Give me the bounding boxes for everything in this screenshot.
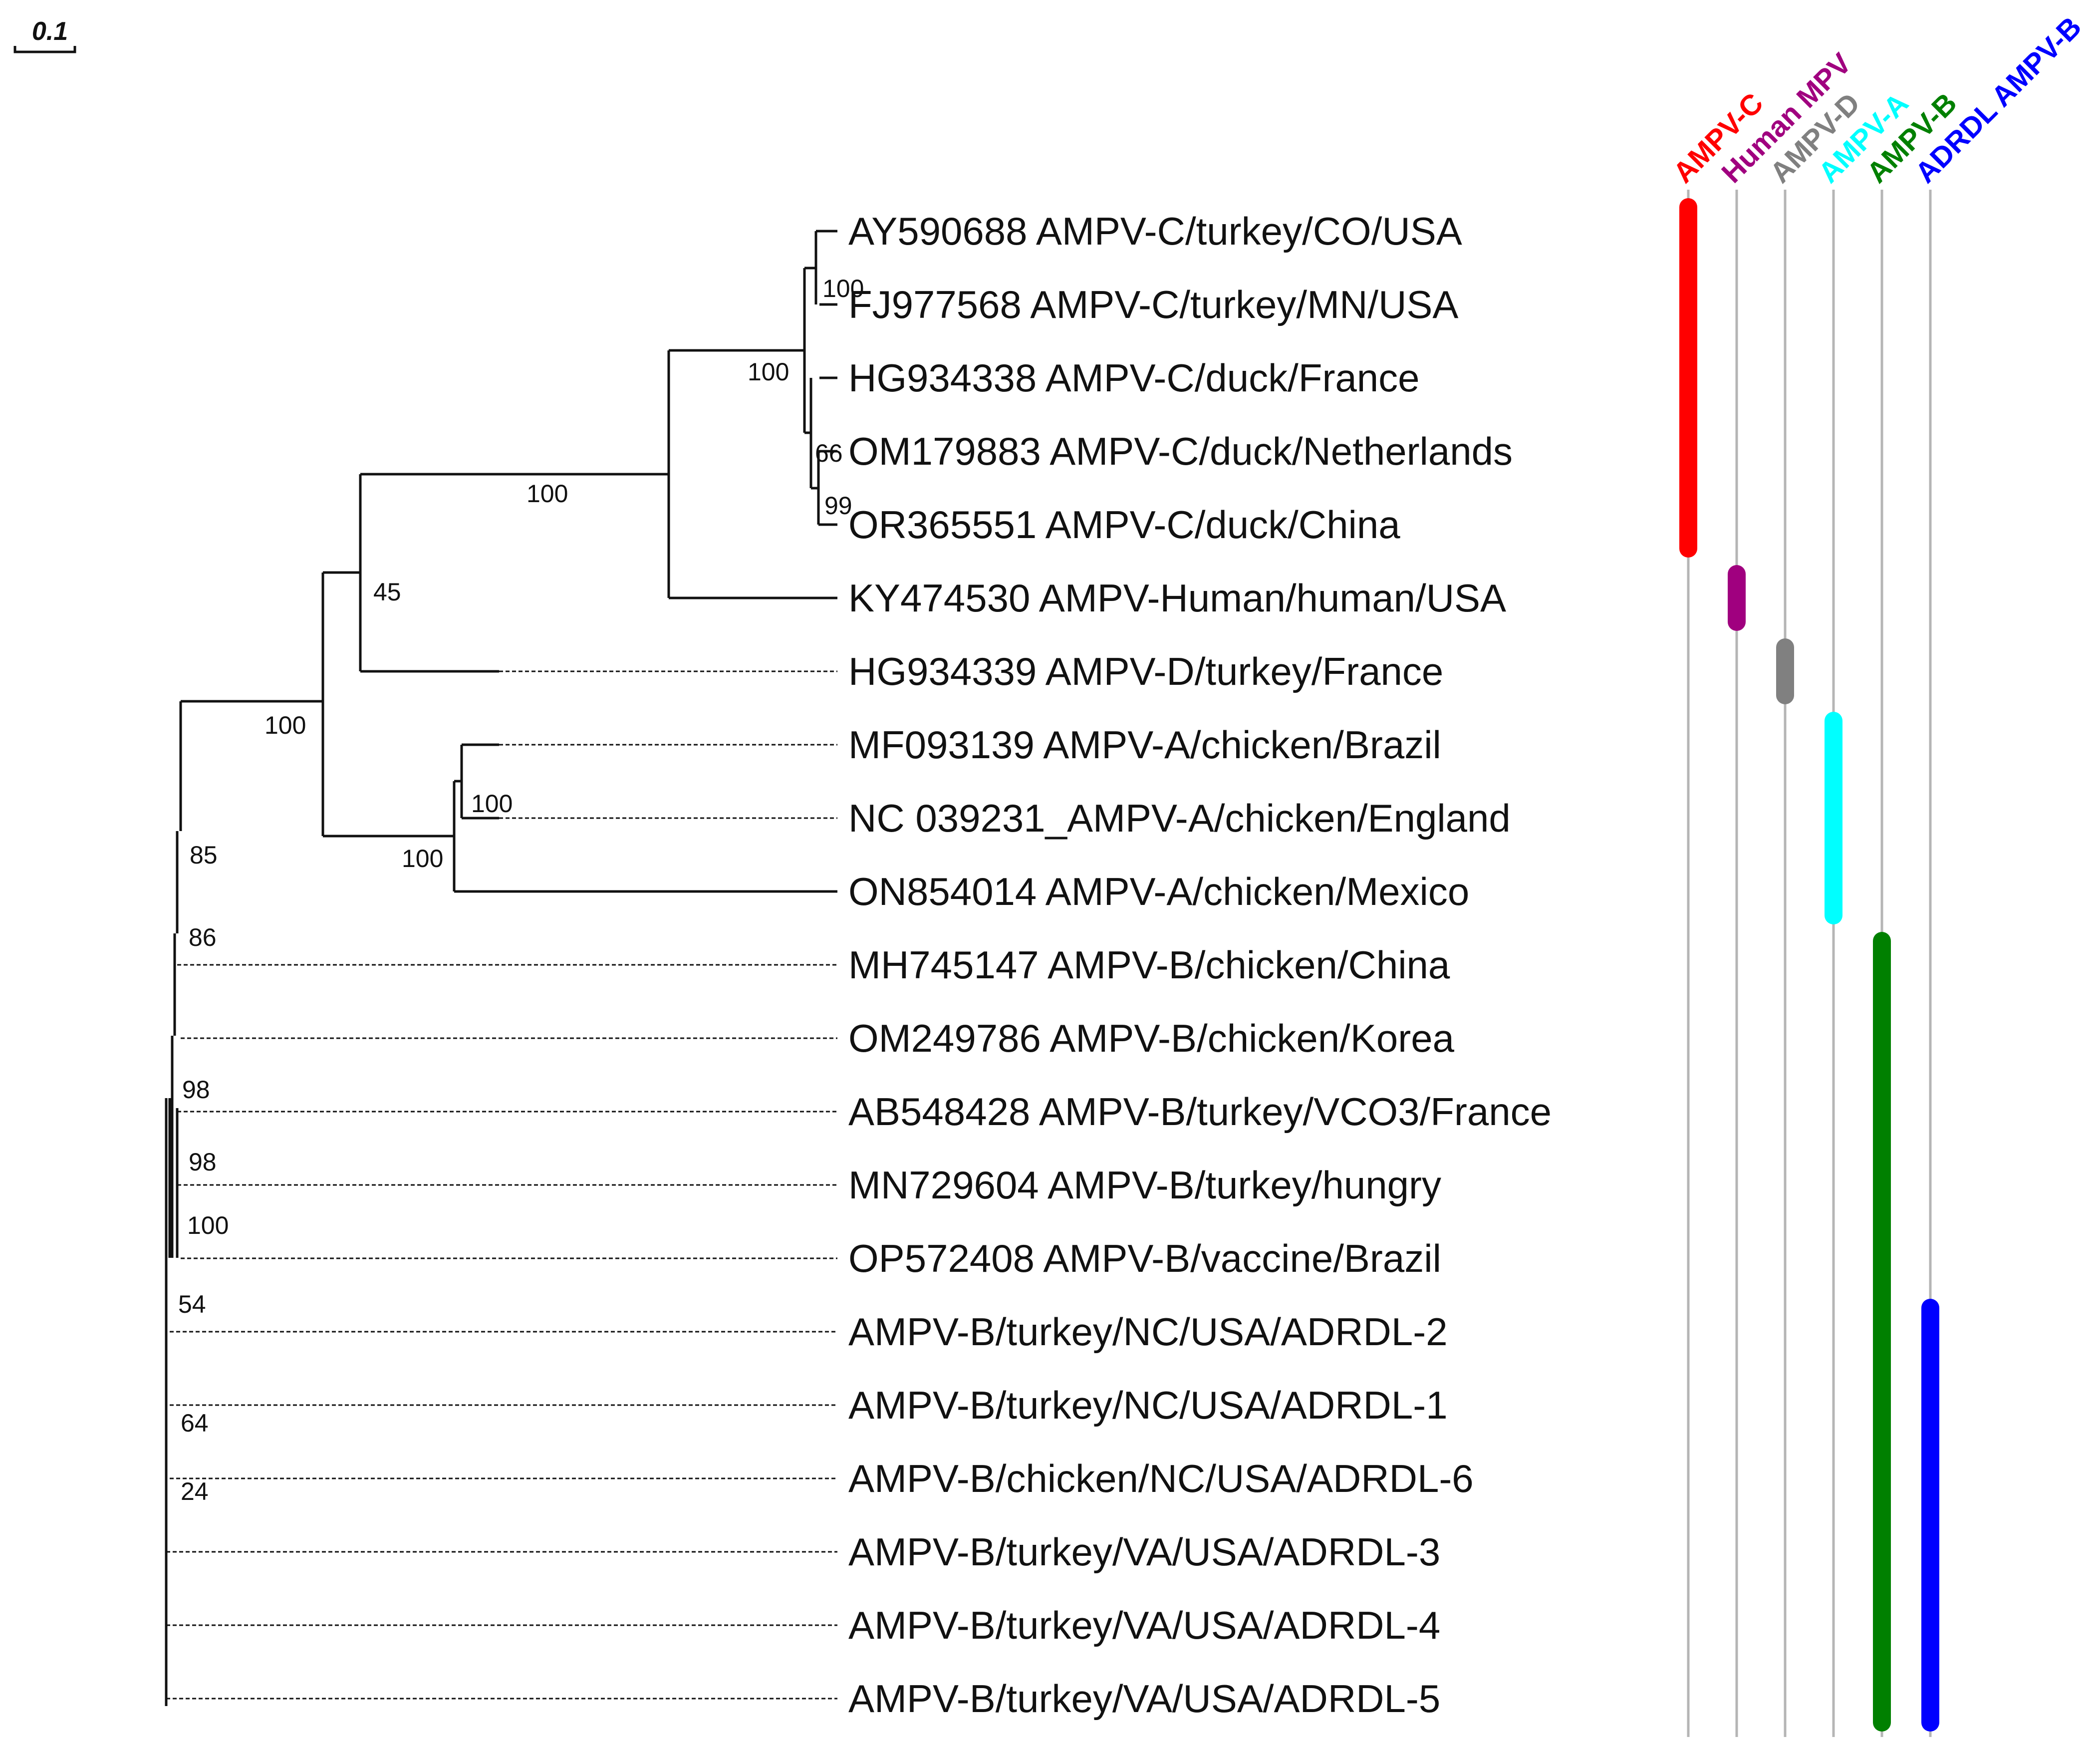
support-64: 64 xyxy=(181,1409,209,1437)
support-c-human: 100 xyxy=(526,480,568,508)
taxon-label: HG934339 AMPV-D/turkey/France xyxy=(848,649,1443,693)
taxon-label: MH745147 AMPV-B/chicken/China xyxy=(848,943,1450,987)
support-fj-ay: 100 xyxy=(822,275,864,302)
scale-bar: 0.1 xyxy=(13,17,76,53)
taxon-label: OR365551 AMPV-C/duck/China xyxy=(848,503,1400,547)
clade-guides xyxy=(1687,190,1932,1737)
taxon-label: AMPV-B/turkey/VA/USA/ADRDL-3 xyxy=(848,1530,1440,1574)
taxon-labels: AY590688 AMPV-C/turkey/CO/USA FJ977568 AM… xyxy=(848,209,1552,1721)
taxon-label: OM179883 AMPV-C/duck/Netherlands xyxy=(848,429,1513,473)
taxon-label: HG934338 AMPV-C/duck/France xyxy=(848,356,1420,400)
support-or: 99 xyxy=(824,492,852,520)
clade-bars xyxy=(1679,198,1939,1732)
support-98b: 98 xyxy=(189,1148,217,1176)
support-values: 100 100 66 99 100 45 100 100 100 85 86 9… xyxy=(178,275,864,1505)
tree-branches xyxy=(165,230,837,1706)
support-85: 85 xyxy=(190,841,218,869)
scale-bar-line xyxy=(13,46,76,53)
support-non-b: 100 xyxy=(264,711,306,739)
support-100b: 100 xyxy=(187,1211,229,1239)
support-24: 24 xyxy=(181,1477,209,1505)
taxon-label: MF093139 AMPV-A/chicken/Brazil xyxy=(848,723,1441,767)
taxon-label: FJ977568 AMPV-C/turkey/MN/USA xyxy=(848,283,1458,326)
taxon-label: OP572408 AMPV-B/vaccine/Brazil xyxy=(848,1236,1441,1280)
taxon-label: AMPV-B/turkey/VA/USA/ADRDL-5 xyxy=(848,1677,1440,1721)
taxon-label: MN729604 AMPV-B/turkey/hungry xyxy=(848,1163,1441,1207)
support-c-human-d: 45 xyxy=(373,578,401,606)
support-54: 54 xyxy=(178,1290,206,1318)
taxon-label: AMPV-B/turkey/VA/USA/ADRDL-4 xyxy=(848,1603,1440,1647)
taxon-label: AMPV-B/chicken/NC/USA/ADRDL-6 xyxy=(848,1456,1474,1500)
taxon-label: AY590688 AMPV-C/turkey/CO/USA xyxy=(848,209,1462,253)
taxon-label: OM249786 AMPV-B/chicken/Korea xyxy=(848,1016,1455,1060)
taxon-label: ON854014 AMPV-A/chicken/Mexico xyxy=(848,870,1469,913)
scale-bar-label: 0.1 xyxy=(32,17,68,46)
support-98a: 98 xyxy=(182,1076,210,1104)
support-om-or: 66 xyxy=(815,439,843,467)
support-c-clade: 100 xyxy=(748,358,789,386)
taxon-label: AB548428 AMPV-B/turkey/VCO3/France xyxy=(848,1090,1552,1134)
taxon-label: AMPV-B/turkey/NC/USA/ADRDL-1 xyxy=(848,1383,1448,1427)
support-a-clade: 100 xyxy=(402,845,443,872)
support-a-inner: 100 xyxy=(471,790,513,818)
support-86: 86 xyxy=(189,923,217,951)
taxon-label: NC 039231_AMPV-A/chicken/England xyxy=(848,796,1511,840)
taxon-label: AMPV-B/turkey/NC/USA/ADRDL-2 xyxy=(848,1310,1448,1354)
taxon-label: KY474530 AMPV-Human/human/USA xyxy=(848,576,1506,620)
